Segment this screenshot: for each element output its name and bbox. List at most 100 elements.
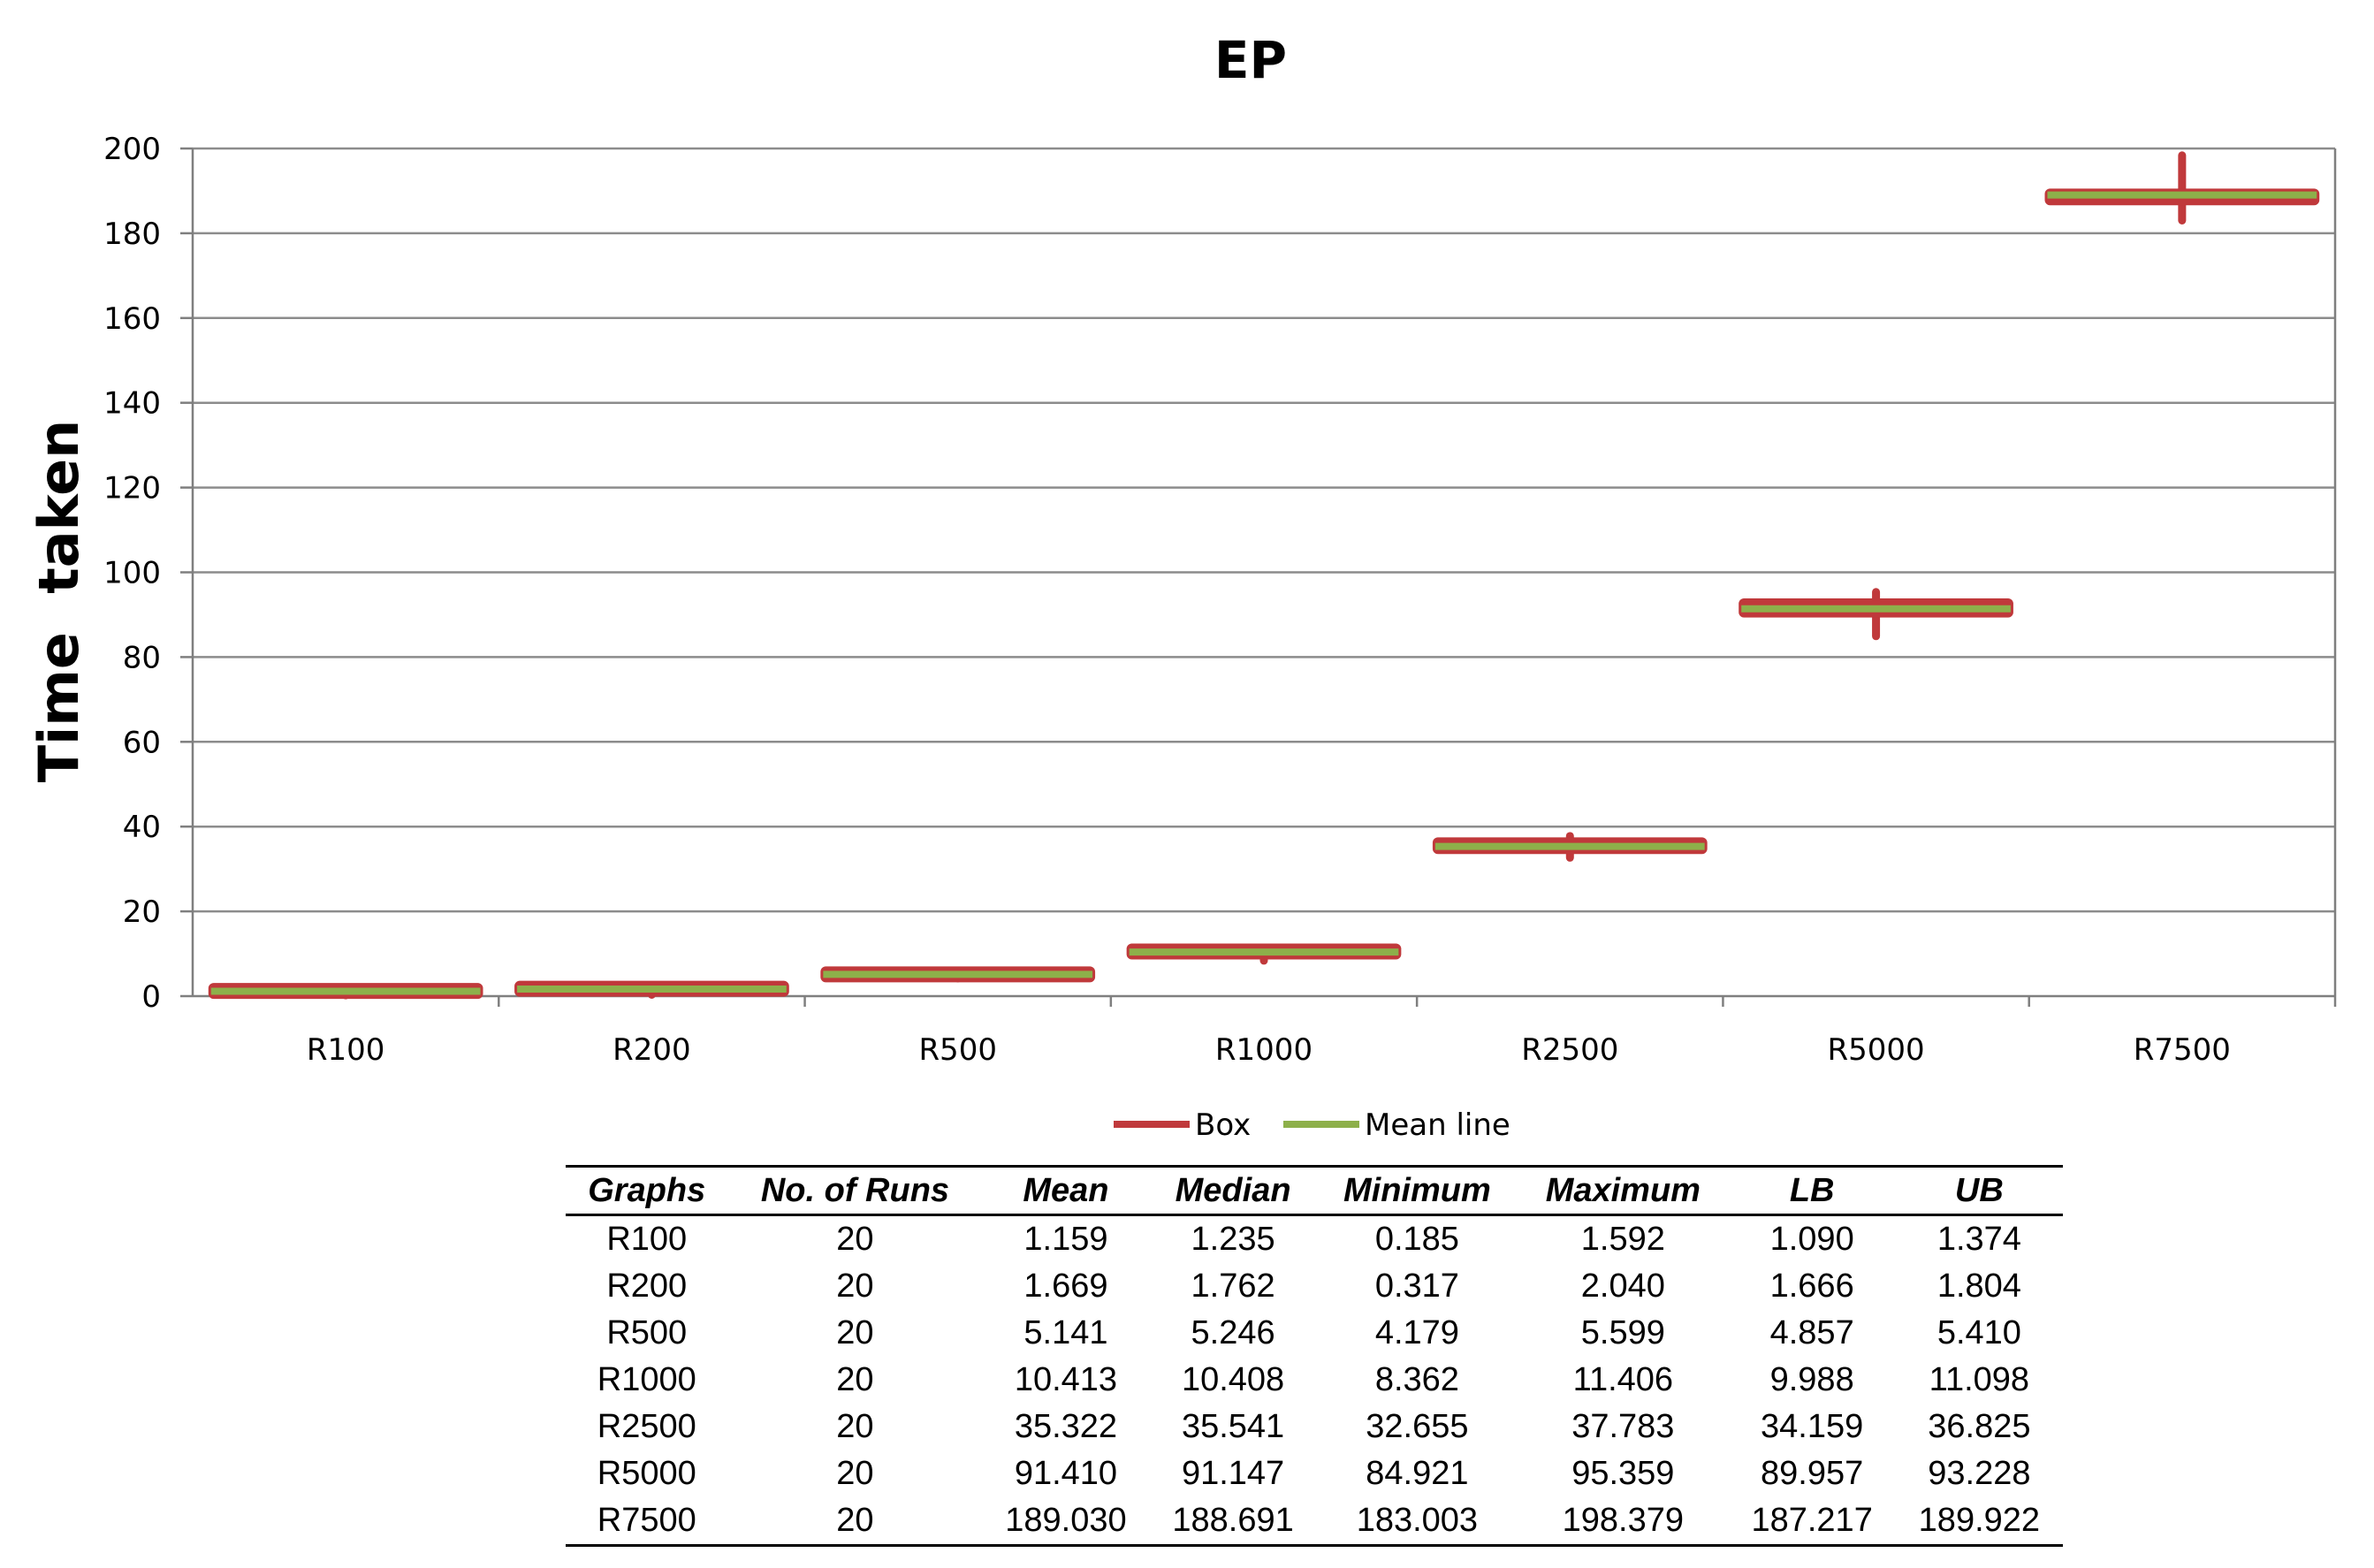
table-cell: 187.217: [1751, 1502, 1873, 1539]
x-tick-label: R500: [918, 1032, 997, 1068]
table-cell: R7500: [597, 1502, 696, 1539]
table-row: R1000 20 10.413 10.408 8.362 11.406 9.988 11.09…: [566, 1357, 2063, 1404]
table-header-cell: LB: [1789, 1171, 1835, 1209]
table-cell: 89.957: [1761, 1455, 1864, 1492]
grid-lines: [180, 147, 2337, 1007]
table-cell: 5.599: [1580, 1314, 1665, 1351]
box-R7500: [2044, 151, 2320, 225]
table-cell: 10.413: [1014, 1361, 1118, 1398]
table-cell: 5.246: [1191, 1314, 1275, 1351]
legend-mean-label: Mean line: [1365, 1107, 1510, 1143]
legend: Box Mean line: [1114, 1107, 1510, 1143]
table-cell: 34.159: [1761, 1408, 1864, 1445]
table-cell: 20: [836, 1455, 874, 1492]
y-tick-label: 80: [123, 640, 161, 675]
table-cell: 183.003: [1356, 1502, 1479, 1539]
x-tick-label: R1000: [1215, 1032, 1313, 1068]
table-cell: R5000: [597, 1455, 696, 1492]
table-cell: 188.691: [1172, 1502, 1294, 1539]
table-header-cell: No. of Runs: [760, 1171, 950, 1209]
table-row: R200 20 1.669 1.762 0.317 2.040 1.666 1.804: [566, 1263, 2063, 1310]
table-cell: 198.379: [1562, 1502, 1685, 1539]
y-tick-label: 40: [123, 810, 161, 845]
table-header-cell: Mean: [1023, 1171, 1109, 1209]
legend-box-label: Box: [1195, 1107, 1251, 1143]
y-tick-label: 100: [103, 556, 161, 591]
table-header-cell: Maximum: [1545, 1171, 1701, 1209]
box-R2500: [1432, 832, 1708, 862]
table-row: R100 20 1.159 1.235 0.185 1.592 1.090 1.374: [566, 1215, 2063, 1264]
table-cell: 0.185: [1374, 1221, 1459, 1258]
table-cell: 5.141: [1023, 1314, 1108, 1351]
table-cell: 11.098: [1929, 1361, 2030, 1398]
box-R500: [820, 966, 1096, 983]
table-row: R7500 20 189.030 188.691 183.003 198.379 187.2…: [566, 1497, 2063, 1546]
table-header-cell: UB: [1954, 1171, 2004, 1209]
table-body: R100 20 1.159 1.235 0.185 1.592 1.090 1.374 R200…: [566, 1215, 2063, 1546]
table-cell: 20: [836, 1408, 874, 1445]
table-cell: 189.922: [1918, 1502, 2041, 1539]
table-cell: 20: [836, 1314, 874, 1351]
table-cell: R2500: [597, 1408, 696, 1445]
table-row: R500 20 5.141 5.246 4.179 5.599 4.857 5.410: [566, 1310, 2063, 1357]
table-cell: R500: [606, 1314, 688, 1351]
y-tick-label: 120: [103, 471, 161, 506]
x-tick-labels: R100 R200 R500 R1000 R2500 R5000 R7500: [307, 1032, 2231, 1068]
table-cell: 1.669: [1023, 1267, 1108, 1305]
y-tick-label: 200: [103, 132, 161, 167]
table-cell: 1.762: [1191, 1267, 1275, 1305]
y-axis-label: Time taken: [27, 420, 91, 783]
table-cell: 1.235: [1191, 1221, 1275, 1258]
table-cell: 10.408: [1181, 1361, 1285, 1398]
x-tick-label: R7500: [2134, 1032, 2231, 1068]
y-tick-label: 180: [103, 217, 161, 252]
table-cell: 20: [836, 1361, 874, 1398]
table-row: R5000 20 91.410 91.147 84.921 95.359 89.957 93.…: [566, 1450, 2063, 1497]
table-header-cell: Minimum: [1343, 1171, 1491, 1209]
table-cell: 84.921: [1366, 1455, 1469, 1492]
table-header-row: Graphs No. of Runs Mean Median Minimum Maximu…: [566, 1166, 2063, 1215]
box-series: [208, 151, 2320, 1000]
x-tick-label: R200: [613, 1032, 691, 1068]
table-cell: 20: [836, 1502, 874, 1539]
table-cell: 9.988: [1769, 1361, 1854, 1398]
y-tick-label: 60: [123, 725, 161, 760]
table-cell: 91.147: [1181, 1455, 1285, 1492]
table-cell: R100: [606, 1221, 688, 1258]
table-cell: 0.317: [1374, 1267, 1459, 1305]
table-cell: 5.410: [1936, 1314, 2021, 1351]
table-header-cell: Median: [1175, 1171, 1291, 1209]
table-cell: 95.359: [1571, 1455, 1675, 1492]
table-cell: R200: [606, 1267, 688, 1305]
table-cell: 1.804: [1936, 1267, 2021, 1305]
box-plot-chart: EP Time taken 0 20 40 60 80 100 120 140 160 180 20…: [27, 30, 2337, 1143]
box-R100: [208, 983, 483, 1000]
table-cell: 189.030: [1005, 1502, 1127, 1539]
box-R5000: [1739, 588, 2013, 641]
table-cell: 4.179: [1374, 1314, 1459, 1351]
y-tick-label: 20: [123, 894, 161, 930]
table-cell: 32.655: [1366, 1408, 1469, 1445]
table-cell: 20: [836, 1267, 874, 1305]
y-tick-label: 160: [103, 301, 161, 337]
table-header-cell: Graphs: [588, 1171, 706, 1209]
table-cell: 37.783: [1571, 1408, 1675, 1445]
x-tick-label: R5000: [1827, 1032, 1924, 1068]
y-tick-label: 0: [141, 979, 161, 1015]
table-cell: 2.040: [1580, 1267, 1665, 1305]
table-cell: 8.362: [1374, 1361, 1459, 1398]
chart-title: EP: [1214, 30, 1287, 90]
table-cell: 1.592: [1580, 1221, 1665, 1258]
y-tick-labels: 0 20 40 60 80 100 120 140 160 180 200: [103, 132, 161, 1015]
x-tick-label: R2500: [1521, 1032, 1618, 1068]
table-cell: R1000: [597, 1361, 696, 1398]
table-row: R2500 20 35.322 35.541 32.655 37.783 34.159 36.…: [566, 1404, 2063, 1450]
table-cell: 36.825: [1928, 1408, 2031, 1445]
box-R200: [514, 980, 789, 999]
y-tick-label: 140: [103, 386, 161, 422]
statistics-table: Graphs No. of Runs Mean Median Minimum Maximu…: [566, 1165, 2063, 1547]
table-cell: 1.090: [1769, 1221, 1854, 1258]
table-cell: 20: [836, 1221, 874, 1258]
table-cell: 1.374: [1936, 1221, 2021, 1258]
table-cell: 93.228: [1928, 1455, 2031, 1492]
